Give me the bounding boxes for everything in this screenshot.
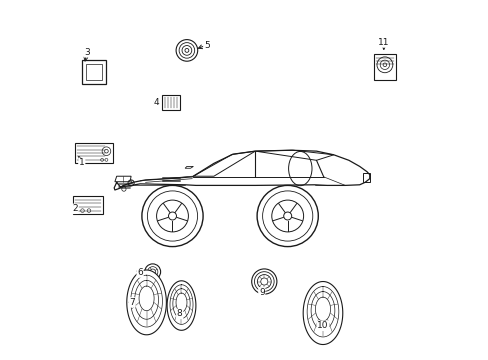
Polygon shape: [73, 196, 102, 214]
Text: 4: 4: [154, 99, 159, 108]
Circle shape: [283, 212, 291, 220]
Text: 2: 2: [72, 204, 78, 213]
Polygon shape: [126, 270, 166, 335]
Circle shape: [144, 264, 160, 280]
Text: 8: 8: [177, 309, 182, 318]
Circle shape: [382, 63, 386, 67]
Polygon shape: [167, 281, 196, 330]
Circle shape: [184, 49, 188, 52]
Polygon shape: [162, 95, 179, 110]
Polygon shape: [373, 54, 395, 80]
Text: 10: 10: [317, 321, 328, 330]
Text: 6: 6: [137, 268, 142, 277]
Circle shape: [178, 297, 184, 302]
Text: 11: 11: [377, 38, 389, 47]
Circle shape: [260, 278, 267, 285]
Circle shape: [176, 40, 197, 61]
Text: 7: 7: [129, 298, 135, 307]
Circle shape: [318, 302, 326, 309]
Text: 9: 9: [258, 288, 264, 297]
Polygon shape: [75, 143, 113, 163]
Text: 1: 1: [79, 158, 84, 167]
Text: 5: 5: [203, 40, 209, 49]
Circle shape: [168, 212, 176, 220]
Circle shape: [251, 269, 276, 294]
Polygon shape: [303, 282, 342, 345]
Circle shape: [142, 291, 150, 298]
Polygon shape: [82, 60, 105, 84]
Text: 3: 3: [84, 48, 89, 57]
